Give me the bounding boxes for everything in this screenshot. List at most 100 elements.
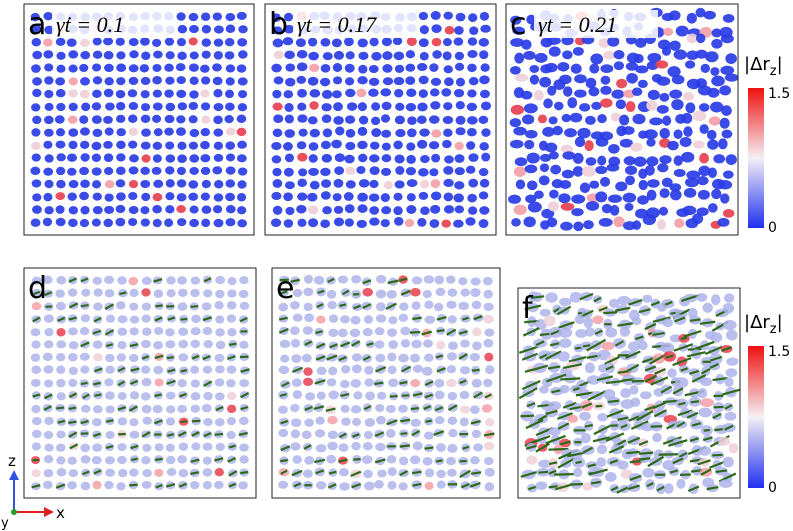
displacement-arrow: [362, 303, 372, 309]
particle: [434, 390, 445, 400]
particle: [507, 194, 522, 204]
particle: [56, 275, 67, 285]
particle: [188, 115, 198, 124]
particle: [664, 483, 674, 494]
particle: [115, 204, 126, 214]
particle: [202, 456, 212, 465]
displacement-arrow: [559, 440, 571, 446]
particle: [91, 153, 102, 163]
particle: [411, 339, 422, 349]
panel-frame: [517, 287, 741, 499]
particle: [177, 302, 188, 311]
particle: [67, 288, 78, 297]
particle: [177, 154, 187, 163]
particle: [321, 103, 332, 112]
displacement-arrow: [433, 430, 445, 436]
particle: [446, 365, 457, 374]
particle: [454, 51, 465, 61]
particle: [140, 90, 150, 99]
particle: [164, 127, 174, 136]
particle: [272, 205, 283, 215]
particle: [344, 63, 355, 73]
displacement-arrow: [80, 341, 90, 348]
displacement-arrow: [352, 433, 360, 438]
displacement-arrow: [697, 459, 711, 466]
particle: [237, 77, 248, 86]
displacement-arrow: [587, 463, 596, 468]
particle: [625, 62, 639, 71]
displacement-arrow: [55, 483, 66, 489]
particle: [44, 379, 54, 388]
particle: [141, 456, 151, 465]
particle: [334, 153, 345, 162]
particle: [291, 354, 302, 363]
particle: [394, 64, 405, 73]
particle: [544, 142, 558, 153]
particle: [92, 63, 102, 72]
particle: [418, 11, 429, 21]
particle: [387, 328, 398, 337]
particle: [512, 26, 526, 35]
particle: [468, 77, 479, 86]
particle: [558, 327, 573, 338]
particle: [68, 341, 79, 350]
particle: [454, 205, 465, 214]
particle: [471, 378, 482, 388]
displacement-arrow: [683, 329, 702, 338]
particle: [605, 327, 618, 338]
particle: [375, 403, 385, 413]
particle: [165, 141, 175, 150]
displacement-arrow: [239, 316, 248, 323]
particle: [139, 64, 150, 73]
particle: [103, 167, 114, 176]
particle: [30, 328, 41, 337]
particle: [79, 327, 90, 336]
particle: [607, 36, 620, 47]
displacement-arrow: [658, 453, 679, 456]
displacement-arrow: [190, 305, 199, 308]
displacement-arrow: [718, 472, 737, 483]
particle: [345, 180, 356, 189]
particle: [164, 63, 174, 72]
particle: [524, 164, 538, 174]
particle: [152, 404, 163, 414]
displacement-arrow: [329, 343, 338, 349]
particle: [177, 276, 188, 285]
particle: [484, 352, 494, 362]
particle: [624, 202, 634, 212]
particle: [683, 187, 697, 198]
particle: [331, 38, 342, 48]
particle: [201, 24, 212, 34]
particle: [236, 64, 247, 73]
particle: [55, 205, 65, 214]
particle: [387, 352, 397, 362]
particle: [340, 404, 350, 413]
displacement-arrow: [699, 320, 716, 325]
particle: [453, 37, 464, 46]
particle: [393, 206, 403, 216]
particle: [238, 50, 248, 59]
displacement-arrow: [545, 373, 567, 383]
particle: [454, 181, 465, 190]
particle: [104, 180, 115, 189]
particle: [91, 102, 102, 111]
particle: [424, 468, 435, 478]
displacement-arrow: [80, 381, 88, 386]
particle: [357, 140, 368, 150]
particle: [152, 63, 162, 72]
particle: [278, 480, 289, 489]
particle: [116, 353, 126, 362]
particle: [303, 302, 313, 312]
displacement-arrow: [627, 436, 641, 444]
particle: [215, 289, 225, 299]
displacement-arrow: [280, 419, 289, 425]
displacement-arrow: [614, 340, 624, 347]
particle: [201, 76, 211, 85]
particle: [356, 165, 366, 175]
particle: [115, 179, 126, 188]
particle: [363, 469, 373, 479]
particle: [227, 328, 237, 337]
particle: [141, 288, 151, 297]
particle: [344, 218, 354, 227]
displacement-arrow: [525, 419, 544, 430]
